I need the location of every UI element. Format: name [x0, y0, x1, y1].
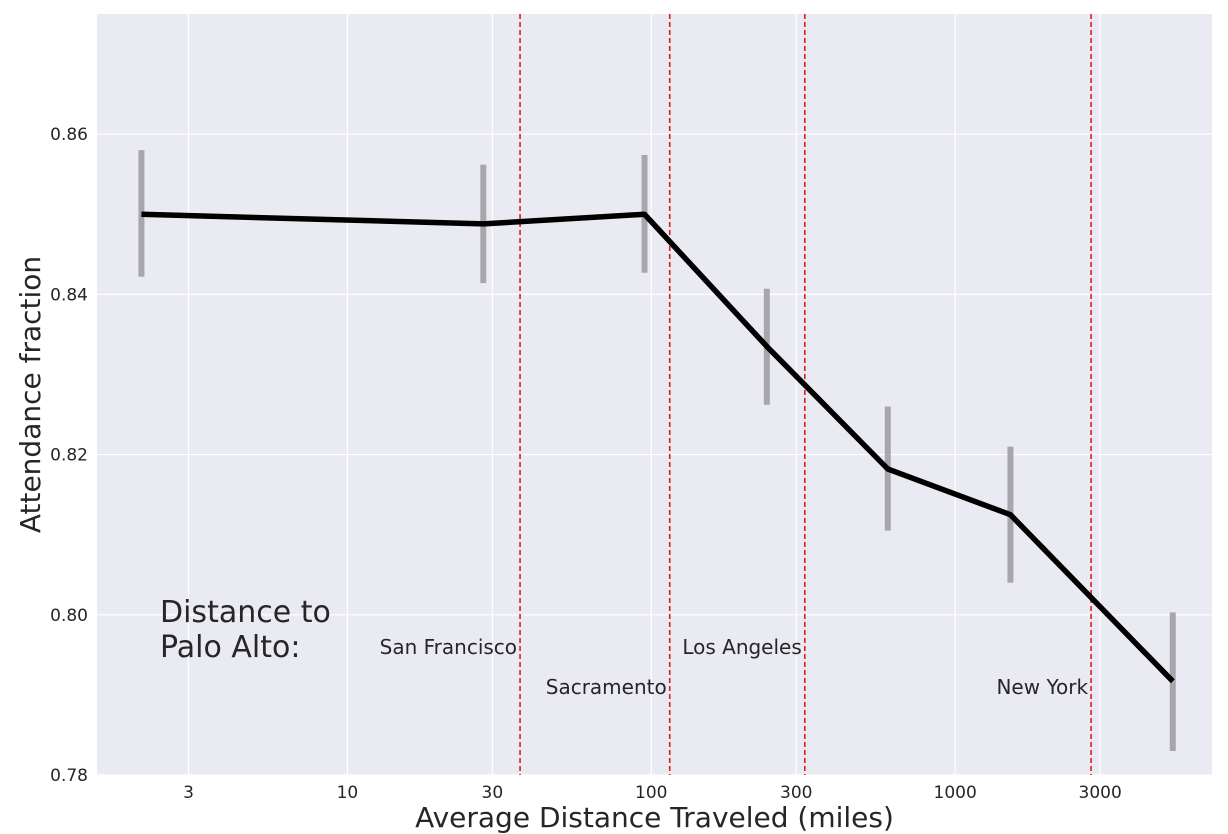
- y-tick-label: 0.86: [50, 125, 88, 145]
- grid-lines: [97, 14, 1212, 776]
- annotation-title-line: Distance to: [160, 595, 331, 630]
- y-tick-label: 0.84: [50, 285, 88, 305]
- x-tick-label: 300: [780, 783, 812, 803]
- y-tick-label: 0.82: [50, 446, 88, 466]
- x-tick-label: 3000: [1079, 783, 1122, 803]
- y-tick-labels: 0.78 0.80 0.82 0.84 0.86: [50, 125, 88, 786]
- reference-line-label: San Francisco: [380, 635, 517, 659]
- y-tick-label: 0.78: [50, 766, 88, 786]
- x-tick-label: 1000: [934, 783, 977, 803]
- annotation-title-line: Palo Alto:: [160, 630, 300, 665]
- annotations: San Francisco Sacramento Los Angeles New Yo…: [160, 595, 1088, 699]
- x-tick-label: 30: [482, 783, 504, 803]
- reference-lines: [519, 14, 1092, 775]
- series-line: [141, 211, 1175, 684]
- reference-line-label: Sacramento: [546, 675, 667, 699]
- reference-line-label: New York: [996, 675, 1088, 699]
- x-tick-label: 3: [183, 783, 194, 803]
- x-tick-labels: 3 10 30 100 300 1000 3000: [183, 783, 1122, 803]
- x-tick-label: 100: [635, 783, 667, 803]
- x-tick-label: 10: [337, 783, 359, 803]
- y-axis-label: Attendance fraction: [14, 256, 47, 533]
- plot-background: [97, 14, 1212, 775]
- x-axis-label: Average Distance Traveled (miles): [415, 801, 894, 834]
- reference-line-label: Los Angeles: [682, 635, 801, 659]
- y-tick-label: 0.80: [50, 606, 88, 626]
